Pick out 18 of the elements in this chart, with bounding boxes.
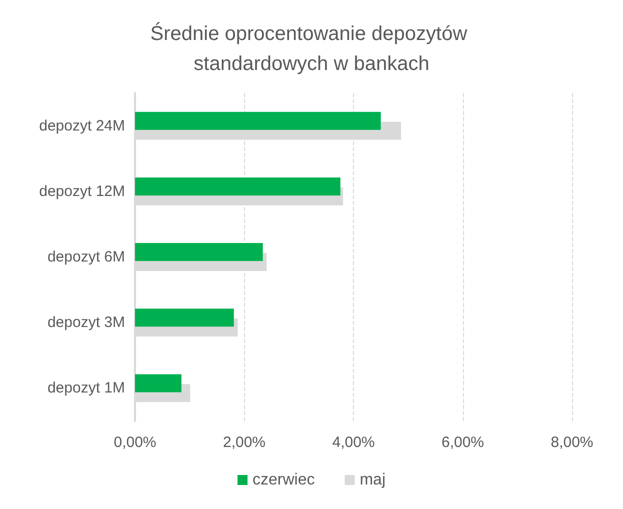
x-tick-label: 6,00% <box>441 434 484 451</box>
bar <box>135 243 263 262</box>
x-tick-label: 2,00% <box>222 434 266 451</box>
x-tick-label: 8,00% <box>550 434 594 451</box>
y-tick-label: depozyt 12M <box>39 182 125 200</box>
legend-label: czerwiec <box>252 472 315 488</box>
legend-label: maj <box>360 472 386 488</box>
bar <box>135 374 182 392</box>
x-tick-label: 0,00% <box>114 434 156 451</box>
y-tick-label: depozyt 1M <box>47 380 125 397</box>
bar <box>135 177 340 196</box>
y-tick-label: depozyt 24M <box>39 117 125 134</box>
x-tick-label: 4,00% <box>332 434 375 451</box>
chart-title: Średnie oprocentowanie depozytów standardowych w bankach <box>150 22 473 75</box>
bar <box>135 112 381 130</box>
y-tick-label: depozyt 3M <box>47 314 125 332</box>
y-tick-label: depozyt 6M <box>47 248 125 266</box>
bar <box>135 308 234 327</box>
